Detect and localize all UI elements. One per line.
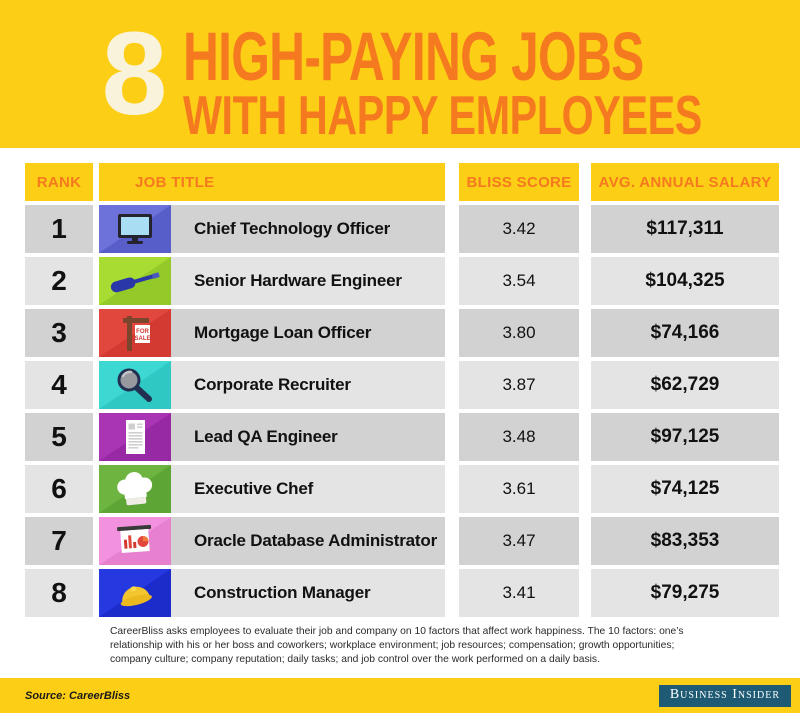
job-cell: Senior Hardware Engineer [99,257,445,305]
hard-hat-icon [99,569,171,617]
table-row: 5 Lead QA Engineer 3.48 $97,125 [25,413,779,461]
bliss-score-cell: 3.87 [459,361,579,409]
bliss-score-cell: 3.61 [459,465,579,513]
title-line-1: HIGH-PAYING JOBS [183,18,644,95]
footer-bar: Source: CareerBliss Business Insider [0,678,800,713]
job-title: Lead QA Engineer [194,427,338,446]
table-row: 4 Corporate Recruiter 3.87 $62,729 [25,361,779,409]
presentation-chart-icon [99,517,171,565]
job-title: Oracle Database Administrator [194,531,437,550]
rank-cell: 4 [25,361,93,409]
job-cell: Oracle Database Administrator [99,517,445,565]
business-insider-logo: Business Insider [658,684,791,707]
header-banner: 8 HIGH-PAYING JOBS WITH HAPPY EMPLOYEES [0,0,800,148]
job-title: Construction Manager [194,583,371,602]
job-cell: Lead QA Engineer [99,413,445,461]
salary-cell: $83,353 [591,517,779,565]
title-block: HIGH-PAYING JOBS WITH HAPPY EMPLOYEES [183,18,703,146]
column-header-rank: RANK [25,163,93,201]
bliss-score-cell: 3.47 [459,517,579,565]
salary-cell: $79,275 [591,569,779,617]
job-cell: FOR SALE Mortgage Loan Officer [99,309,445,357]
table-row: 8 Construction Manager 3.41 $79,275 [25,569,779,617]
svg-text:FOR: FOR [136,329,149,335]
salary-cell: $117,311 [591,205,779,253]
job-cell: Executive Chef [99,465,445,513]
rank-cell: 6 [25,465,93,513]
salary-cell: $104,325 [591,257,779,305]
job-title: Chief Technology Officer [194,219,391,238]
job-title: Senior Hardware Engineer [194,271,402,290]
job-cell: Corporate Recruiter [99,361,445,409]
title-line-2: WITH HAPPY EMPLOYEES [183,83,703,146]
job-title: Mortgage Loan Officer [194,323,372,342]
rank-cell: 1 [25,205,93,253]
column-header-job: JOB TITLE [99,163,445,201]
salary-cell: $74,166 [591,309,779,357]
bliss-score-cell: 3.48 [459,413,579,461]
svg-text:SALE: SALE [134,336,150,342]
job-title: Corporate Recruiter [194,375,351,394]
table-row: 3 FOR SALE Mortgage Loan Officer 3.80 $74… [25,309,779,357]
table-row: 2 Senior Hardware Engineer 3.54 $104,325 [25,257,779,305]
table-row: 7 Oracle Database Administrator 3.47 $83… [25,517,779,565]
salary-cell: $62,729 [591,361,779,409]
rank-cell: 5 [25,413,93,461]
rank-cell: 2 [25,257,93,305]
column-header-score: BLISS SCORE [459,163,579,201]
column-header-salary: AVG. ANNUAL SALARY [591,163,779,201]
job-cell: Chief Technology Officer [99,205,445,253]
salary-cell: $74,125 [591,465,779,513]
rank-cell: 8 [25,569,93,617]
chef-hat-icon [99,465,171,513]
bliss-score-cell: 3.42 [459,205,579,253]
bliss-score-cell: 3.41 [459,569,579,617]
job-title: Executive Chef [194,479,314,498]
monitor-icon [99,205,171,253]
jobs-table: RANK JOB TITLE BLISS SCORE AVG. ANNUAL S… [25,163,779,617]
rank-cell: 3 [25,309,93,357]
for-sale-sign-icon: FOR SALE [99,309,171,357]
salary-cell: $97,125 [591,413,779,461]
table-row: 6 Executive Chef 3.61 $74,125 [25,465,779,513]
bliss-score-cell: 3.54 [459,257,579,305]
table-body: 1 Chief Technology Officer 3.42 $117,311… [25,205,779,617]
table-header-row: RANK JOB TITLE BLISS SCORE AVG. ANNUAL S… [25,163,779,201]
rank-cell: 7 [25,517,93,565]
count-number: 8 [101,8,168,140]
screwdriver-icon [99,257,171,305]
bliss-score-cell: 3.80 [459,309,579,357]
footnote: CareerBliss asks employees to evaluate t… [110,626,684,665]
source-credit: Source: CareerBliss [25,689,131,702]
magnifier-icon [99,361,171,409]
job-cell: Construction Manager [99,569,445,617]
document-icon [99,413,171,461]
table-row: 1 Chief Technology Officer 3.42 $117,311 [25,205,779,253]
